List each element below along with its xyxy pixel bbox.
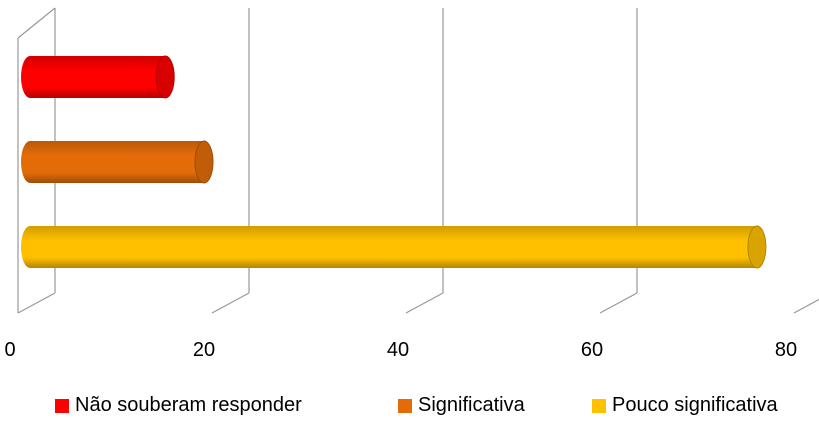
legend-swatch <box>55 398 69 413</box>
legend-swatch <box>592 398 606 413</box>
bar <box>21 140 214 184</box>
bar-body <box>21 141 213 183</box>
bar-cap <box>747 225 767 269</box>
legend-swatch <box>398 398 412 413</box>
x-tick-label: 60 <box>581 339 603 361</box>
legend-item-pouco-significativa: Pouco significativa <box>592 394 778 417</box>
x-tick-label: 40 <box>387 339 409 361</box>
bar <box>21 55 175 99</box>
bar <box>21 225 767 269</box>
chart-bars <box>21 55 767 269</box>
floor-gridline <box>599 292 638 314</box>
chart-legend: Não souberam responder Significativa Pou… <box>0 394 819 424</box>
x-tick-label: 0 <box>4 339 15 361</box>
legend-item-significativa: Significativa <box>398 394 525 417</box>
legend-label: Pouco significativa <box>612 394 778 416</box>
x-tick-label: 20 <box>193 339 215 361</box>
bar-cap <box>155 55 175 99</box>
bar-body <box>21 56 175 98</box>
side-wall-edge <box>17 7 56 39</box>
floor-gridline <box>793 298 819 314</box>
bar-body <box>21 226 766 268</box>
chart-grid <box>17 7 819 314</box>
legend-item-nao-souberam: Não souberam responder <box>55 394 302 417</box>
x-tick-label: 80 <box>775 339 797 361</box>
legend-label: Não souberam responder <box>75 394 302 416</box>
legend-label: Significativa <box>418 394 525 416</box>
bar-cap <box>194 140 214 184</box>
floor-gridline <box>405 292 444 314</box>
floor-gridline <box>17 292 56 314</box>
floor-gridline <box>211 292 250 314</box>
x-axis-ticks: 0 20 40 60 80 <box>4 339 797 361</box>
